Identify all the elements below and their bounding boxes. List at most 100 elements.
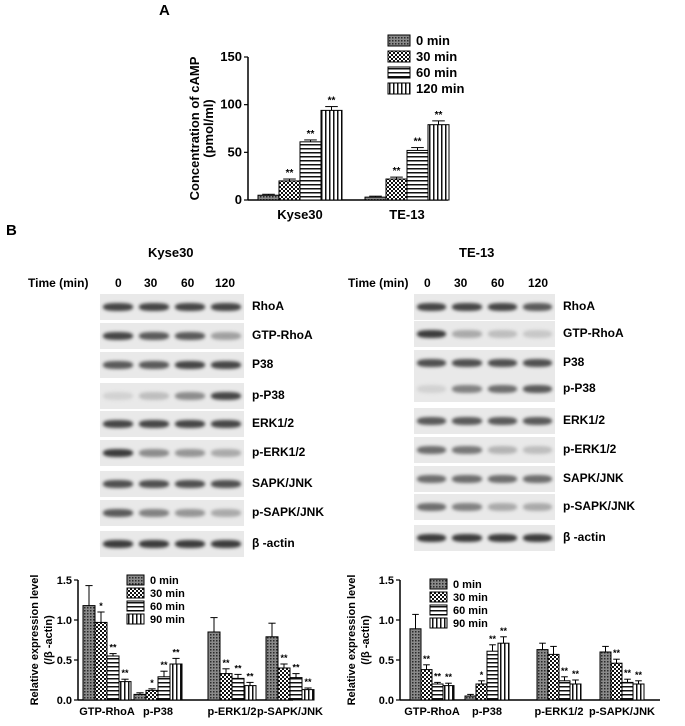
blot-band <box>452 475 482 483</box>
blot-band <box>452 359 482 367</box>
blot-lane <box>414 321 555 347</box>
legend-label: 90 min <box>150 614 185 626</box>
bar <box>289 677 303 701</box>
legend-swatch <box>429 578 448 590</box>
y-tick-label: 0.0 <box>379 695 394 707</box>
blot-band <box>103 420 133 428</box>
significance-label: * <box>150 678 154 688</box>
legend-swatch <box>387 66 411 79</box>
blot-lane <box>414 437 555 463</box>
blot-row-label: ERK1/2 <box>252 416 295 430</box>
y-tick-label: 100 <box>220 97 242 112</box>
bar <box>94 621 108 701</box>
blot-band <box>417 359 447 367</box>
blot-band <box>522 330 552 338</box>
y-tick-label: 1.5 <box>57 575 72 587</box>
blot-row-label: p-ERK1/2 <box>252 445 306 459</box>
significance-label: ** <box>500 626 508 636</box>
bar <box>243 685 257 701</box>
blot-band <box>417 330 447 338</box>
y-tick-label: 0.0 <box>57 695 72 707</box>
significance-label: ** <box>414 137 422 148</box>
y-tick-label: 0.5 <box>379 655 394 667</box>
bar <box>610 662 623 701</box>
blot-band <box>175 420 205 428</box>
blot-band <box>103 449 133 457</box>
blot-band <box>487 417 517 425</box>
significance-label: ** <box>635 670 643 680</box>
bar <box>231 677 245 701</box>
blot-band <box>139 361 169 369</box>
category-label: p-ERK1/2 <box>208 706 257 718</box>
category-label: GTP-RhoA <box>404 706 460 718</box>
blot-lane <box>100 383 244 409</box>
bar <box>427 124 450 201</box>
legend-label: 90 min <box>453 618 488 630</box>
bar <box>257 194 280 201</box>
time-header: Time (min) <box>348 276 409 290</box>
blot-band <box>522 503 552 511</box>
blot-title-kyse30: Kyse30 <box>148 245 194 260</box>
blot-lane <box>414 525 555 551</box>
blot-band <box>139 392 169 400</box>
category-label: p-SAPK/JNK <box>589 706 655 718</box>
y-tick-label: 50 <box>228 144 242 159</box>
blot-lane <box>414 466 555 492</box>
bar <box>464 695 477 701</box>
blot-band <box>175 332 205 340</box>
legend-label: 60 min <box>416 65 457 80</box>
time-label: 0 <box>424 276 431 290</box>
significance-label: ** <box>304 677 312 687</box>
blot-band <box>452 446 482 454</box>
legend-label: 0 min <box>150 575 179 587</box>
time-label: 120 <box>528 276 549 290</box>
blot-band <box>139 332 169 340</box>
blot-band <box>211 303 241 311</box>
bar <box>118 681 132 701</box>
y-tick-label: 1.0 <box>379 615 394 627</box>
legend-swatch <box>387 50 411 63</box>
bar <box>547 653 560 701</box>
blot-band <box>522 303 552 311</box>
panel-label-a: A <box>159 2 170 19</box>
blot-band <box>452 303 482 311</box>
bar <box>486 650 499 701</box>
blot-band <box>175 449 205 457</box>
significance-label: ** <box>222 658 230 668</box>
blot-band <box>175 480 205 488</box>
blot-band <box>487 330 517 338</box>
blot-band <box>487 359 517 367</box>
bar <box>409 628 422 701</box>
blot-lane <box>100 294 244 320</box>
bar <box>169 663 183 701</box>
blot-lane <box>100 323 244 349</box>
legend-swatch <box>126 600 145 612</box>
legend-label: 120 min <box>416 81 464 96</box>
bar <box>133 693 147 701</box>
significance-label: * <box>99 601 103 611</box>
bar <box>632 683 645 701</box>
significance-label: ** <box>445 672 453 682</box>
category-label: p-P38 <box>143 706 173 718</box>
significance-label: ** <box>246 671 254 681</box>
blot-band <box>175 303 205 311</box>
blot-band <box>175 509 205 517</box>
blot-row-label: p-P38 <box>563 381 596 395</box>
blot-lane <box>414 294 555 320</box>
blot-band <box>211 480 241 488</box>
bar <box>536 649 549 701</box>
te13-expression-chart: 0.0 0.5 1.0 1.5 Relative expression level (/β… <box>346 575 660 718</box>
y-tick-label: 1.0 <box>57 615 72 627</box>
legend-label: 30 min <box>150 588 185 600</box>
bar <box>599 651 612 701</box>
category-label: p-P38 <box>472 706 502 718</box>
bar <box>406 149 429 201</box>
legend-swatch <box>429 604 448 616</box>
bar <box>106 655 120 701</box>
blot-band <box>211 540 241 548</box>
legend-swatch <box>429 591 448 603</box>
legend-label: 60 min <box>150 601 185 613</box>
blot-band <box>103 332 133 340</box>
blot-band <box>211 420 241 428</box>
blot-row-label: P38 <box>252 357 274 371</box>
